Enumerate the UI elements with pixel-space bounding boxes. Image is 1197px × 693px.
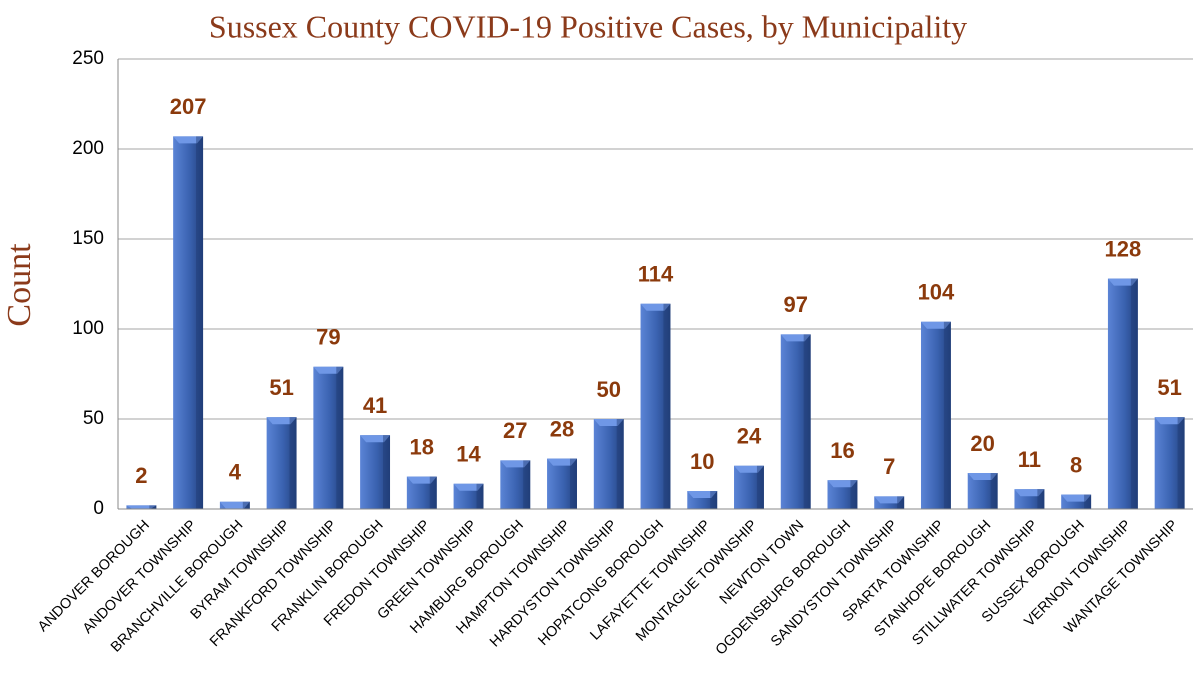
value-label: 51 — [1157, 375, 1181, 400]
bar-cap — [126, 505, 157, 509]
bar-shade — [1177, 417, 1185, 509]
bar — [780, 334, 811, 509]
bar-shade — [756, 465, 764, 509]
bar — [547, 458, 577, 509]
bar-shade — [569, 458, 577, 509]
value-label: 97 — [783, 292, 807, 317]
bar — [1107, 278, 1138, 509]
bar-cap — [406, 476, 437, 484]
bar-cap — [500, 460, 531, 468]
value-label: 10 — [690, 449, 714, 474]
bar-cap — [219, 501, 250, 509]
value-label: 128 — [1105, 236, 1142, 261]
bar-cap — [640, 303, 671, 311]
bar-shade — [336, 366, 344, 509]
value-label: 28 — [550, 416, 574, 441]
value-label: 41 — [363, 393, 387, 418]
bar-shade — [289, 417, 297, 509]
y-tick-label: 100 — [72, 318, 104, 339]
value-label: 207 — [170, 94, 207, 119]
bar — [266, 417, 297, 509]
bar — [734, 465, 764, 509]
bar-shade — [1130, 278, 1138, 509]
bar-cap — [1107, 278, 1138, 286]
bar-cap — [687, 491, 718, 498]
bar — [640, 303, 671, 509]
bar — [1154, 417, 1185, 509]
value-label: 4 — [229, 460, 242, 485]
value-label: 18 — [410, 434, 434, 459]
bar — [500, 460, 531, 509]
bar-shade — [710, 491, 718, 509]
bar-shade — [149, 505, 157, 509]
bar-shade — [663, 303, 671, 509]
bar-cap — [547, 458, 577, 466]
value-label: 16 — [830, 438, 854, 463]
bar-cap — [1154, 417, 1185, 425]
bar-cap — [1061, 494, 1092, 502]
y-tick-label: 150 — [72, 228, 104, 249]
value-label: 2 — [135, 463, 147, 488]
value-label: 20 — [970, 431, 994, 456]
bar-shade — [616, 419, 624, 509]
bar-shade — [1084, 494, 1092, 509]
bar-cap — [827, 480, 858, 488]
bar-cap — [313, 366, 344, 374]
value-label: 104 — [918, 280, 955, 305]
value-label: 114 — [638, 262, 674, 287]
bar — [920, 321, 951, 509]
bar-shade — [429, 476, 437, 509]
bar-cap — [173, 136, 204, 144]
bar — [173, 136, 204, 509]
bar-cap — [360, 435, 391, 443]
bar-cap — [780, 334, 811, 342]
bar-cap — [266, 417, 297, 425]
bar-cap — [734, 465, 764, 473]
bar-cap — [874, 496, 905, 504]
bar-shade — [383, 435, 391, 509]
bar — [360, 435, 391, 509]
bar-shade — [523, 460, 531, 509]
bar-shade — [897, 496, 905, 509]
y-tick-label: 0 — [93, 498, 104, 519]
bar-shade — [1037, 489, 1045, 509]
bar-shade — [196, 136, 204, 509]
value-label: 7 — [883, 454, 895, 479]
value-label: 8 — [1070, 452, 1082, 477]
value-label: 27 — [503, 418, 527, 443]
value-label: 51 — [269, 375, 293, 400]
value-label: 24 — [737, 424, 762, 449]
bar-shade — [242, 501, 250, 509]
y-tick-label: 200 — [72, 138, 104, 159]
bar — [313, 366, 344, 509]
value-label: 11 — [1018, 447, 1041, 472]
bar-cap — [1014, 489, 1045, 497]
y-axis-label: Count — [1, 243, 38, 327]
bar-shade — [803, 334, 811, 509]
value-label: 50 — [597, 377, 621, 402]
bar-cap — [593, 419, 624, 426]
y-tick-label: 250 — [72, 48, 104, 69]
bar-shade — [943, 321, 951, 509]
y-tick-label: 50 — [83, 408, 104, 429]
chart-title: Sussex County COVID-19 Positive Cases, b… — [209, 8, 967, 44]
bar-cap — [920, 321, 951, 329]
bar — [593, 419, 624, 509]
x-tick-label: NEWTON TOWN — [717, 517, 807, 607]
bar-cap — [453, 483, 484, 491]
value-label: 79 — [316, 325, 340, 350]
bar-shade — [476, 483, 484, 509]
bar-cap — [967, 473, 998, 480]
bar-shade — [990, 473, 998, 509]
bar-shade — [850, 480, 858, 509]
value-label: 14 — [456, 442, 481, 467]
